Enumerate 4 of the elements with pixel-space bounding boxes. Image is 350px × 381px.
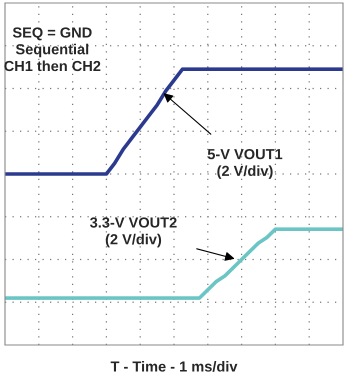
x-axis-title: T - Time - 1 ms/div	[110, 360, 238, 372]
annotation: 3.3-V VOUT2 (2 V/div)	[90, 217, 177, 248]
annotation: 5-V VOUT1 (2 V/div)	[208, 148, 282, 179]
annotation: SEQ = GND Sequential CH1 then CH2	[4, 27, 100, 72]
